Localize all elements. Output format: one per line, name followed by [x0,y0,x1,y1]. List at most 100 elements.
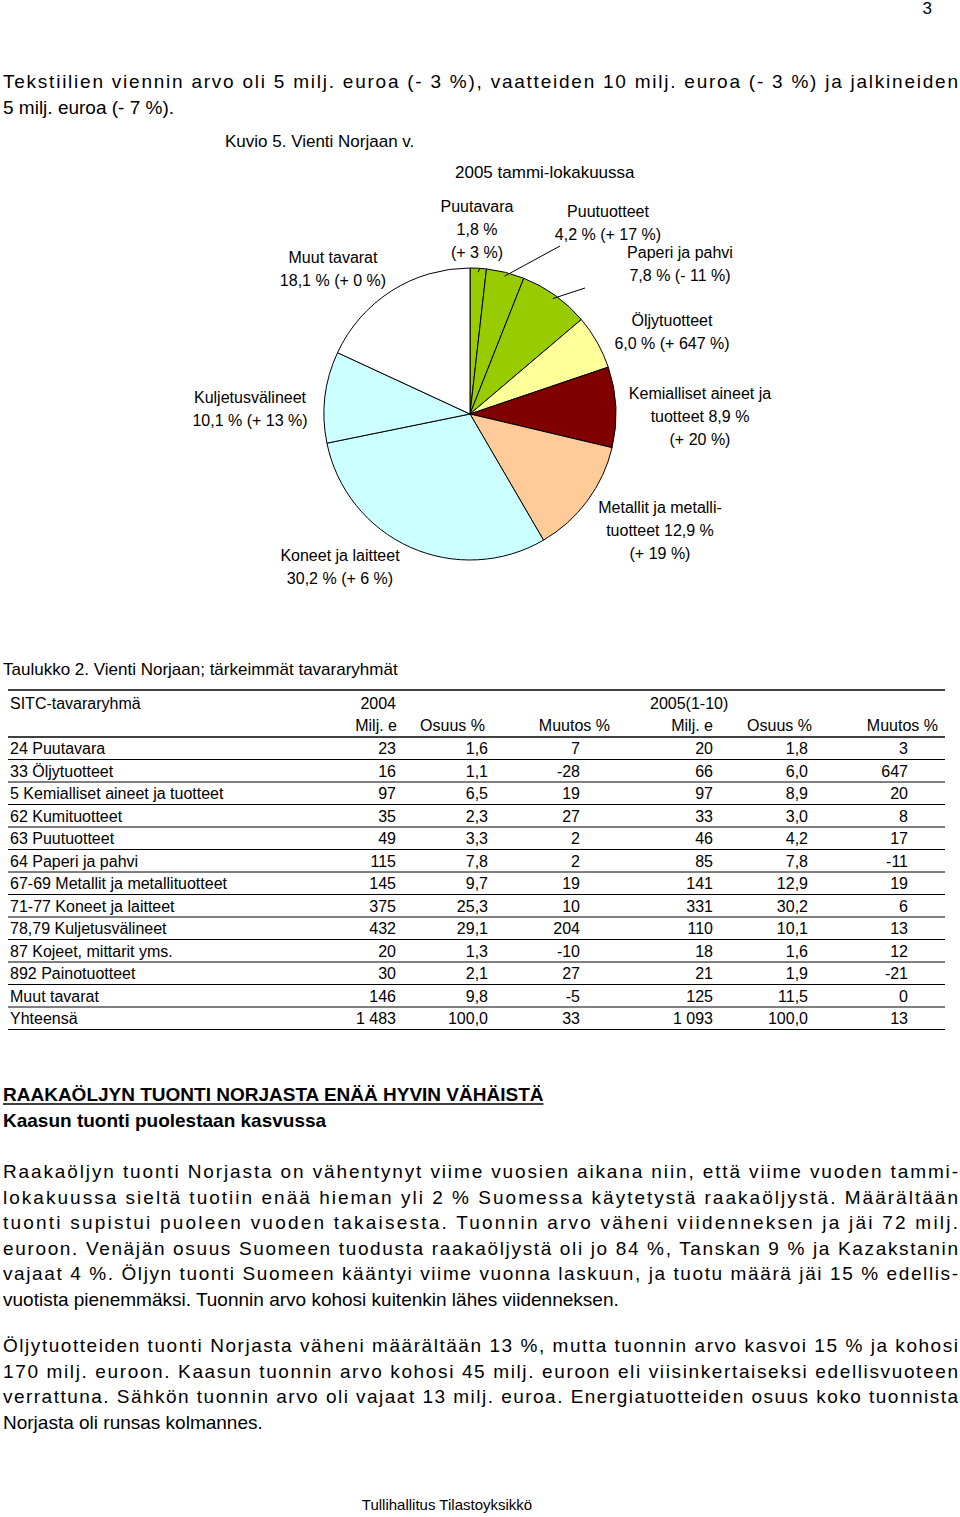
table-cell: 16 [378,763,396,780]
table-cell: 2 [571,853,580,870]
table-cell: 30,2 [777,898,808,915]
slice-label-line: tuotteet 12,9 % [606,522,714,539]
table-cell: 1,8 [786,740,808,757]
chart-title-line: Kuvio 5. Vienti Norjaan v. [225,132,414,151]
pie-slice [338,268,470,414]
slice-change-label: (+ 19 %) [630,545,691,562]
table-cell: 6,5 [466,785,488,802]
row-label: 5 Kemialliset aineet ja tuotteet [10,785,224,802]
slice-label: Puutavara [441,198,514,215]
table-cell: 1,6 [466,740,488,757]
slice-value-label: 6,0 % [614,335,655,352]
slice-change-label: (+ 3 %) [451,244,503,261]
table-cell: 3 [899,740,908,757]
column-subheader: Muutos % [867,717,938,734]
table-cell: 331 [686,898,713,915]
row-rule [8,804,945,805]
paragraph-line: Norjasta oli runsas kolmannes. [3,1412,263,1433]
table: Taulukko 2. Vienti Norjaan; tärkeimmät t… [3,660,945,1030]
slice-label-line: 10,1 % (+ 13 %) [192,412,307,429]
table-cell: 375 [369,898,396,915]
slice-change-label: (+ 17 %) [600,226,661,243]
slice-value-label: 7,8 % [629,267,670,284]
table-cell: 4,2 [786,830,808,847]
table-cell: 7 [571,740,580,757]
row-label: 63 Puutuotteet [10,830,115,847]
row-rule [8,917,945,918]
paragraph-line: vuotista pienemmäksi. Tuonnin arvo kohos… [3,1289,619,1310]
table-cell: 21 [695,965,713,982]
table-cell: 19 [890,875,908,892]
table-cell: 6,0 [786,763,808,780]
table-cell: 3,0 [786,808,808,825]
page-number: 3 [923,0,932,18]
slice-label-line: 30,2 % (+ 6 %) [287,570,393,587]
slice-label-line: 1,8 % [457,221,498,238]
slice-change-label: (+ 647 %) [660,335,730,352]
table-cell: 432 [369,920,396,937]
table-cell: 10 [562,898,580,915]
table-cell: 7,8 [786,853,808,870]
table-cell: 29,1 [457,920,488,937]
table-cell: 13 [890,1010,908,1027]
paragraph-line: euroon. Venäjän osuus Suomeen tuodusta r… [3,1238,958,1259]
row-label: 78,79 Kuljetusvälineet [10,920,167,937]
paragraph-line: 170 milj. euroon. Kaasun tuonnin arvo ko… [3,1361,958,1382]
column-header: 2004 [360,695,396,712]
table-cell: 13 [890,920,908,937]
row-rule [8,894,945,895]
table-cell: 20 [378,943,396,960]
slice-value-label: 18,1 % [280,272,330,289]
slice-label-line: (+ 3 %) [451,244,503,261]
table-cell: 85 [695,853,713,870]
row-label: 892 Painotuotteet [10,965,136,982]
row-label: 67-69 Metallit ja metallituotteet [10,875,228,892]
slice-value-label: 12,9 % [664,522,714,539]
table-cell: 110 [687,920,713,937]
table-cell: -10 [557,943,580,960]
chart-title-line: 2005 tammi-lokakuussa [455,163,635,182]
column-subheader: Osuus % [420,717,485,734]
table-cell: 1,9 [786,965,808,982]
slice-change-label: (+ 20 %) [670,431,731,448]
table-cell: 6 [899,898,908,915]
table-cell: 9,8 [466,988,488,1005]
paragraph-line: verrattuna. Sähkön tuonnin arvo oli vaja… [3,1386,958,1407]
table-cell: 19 [562,875,580,892]
column-subheader: Osuus % [747,717,812,734]
table-cell: 25,3 [457,898,488,915]
table-cell: 12,9 [777,875,808,892]
slice-label-line: (+ 19 %) [630,545,691,562]
heading-underline [3,1103,543,1105]
table-cell: 145 [369,875,396,892]
slice-label-line: tuotteet 8,9 % [651,408,750,425]
row-rule [8,827,945,828]
table-cell: 1 093 [673,1010,713,1027]
paragraph-line: tuonti supistui puoleen vuoden takaisest… [3,1212,958,1233]
slice-value-label: 1,8 % [457,221,498,238]
slice-label-line: 7,8 % (- 11 %) [629,267,730,284]
slice-change-label: (- 11 %) [675,267,731,284]
table-cell: 1,3 [466,943,488,960]
section-heading: RAAKAÖLJYN TUONTI NORJASTA ENÄÄ HYVIN VÄ… [3,1084,544,1105]
paragraph-line: Öljytuotteiden tuonti Norjasta väheni mä… [3,1335,958,1356]
row-rule [8,1029,945,1030]
slice-label: Kemialliset aineet ja [629,385,771,402]
slice-label: tuotteet [606,522,660,539]
row-rule [8,962,945,963]
slice-label-line: Metallit ja metalli- [598,499,722,516]
table-rule [8,689,945,691]
slice-label: Paperi ja pahvi [627,244,733,261]
table-cell: -5 [566,988,580,1005]
slice-change-label: (+ 13 %) [247,412,308,429]
row-rule [8,939,945,940]
leader-line [478,268,480,272]
row-rule [8,872,945,873]
table-cell: 11,5 [778,988,808,1005]
slice-label-line: Kemialliset aineet ja [629,385,771,402]
slice-label: Koneet ja laitteet [280,547,400,564]
row-label: 87 Kojeet, mittarit yms. [10,943,173,960]
slice-label-line: 18,1 % (+ 0 %) [280,272,386,289]
table-cell: 49 [378,830,396,847]
table-cell: 2,3 [466,808,488,825]
